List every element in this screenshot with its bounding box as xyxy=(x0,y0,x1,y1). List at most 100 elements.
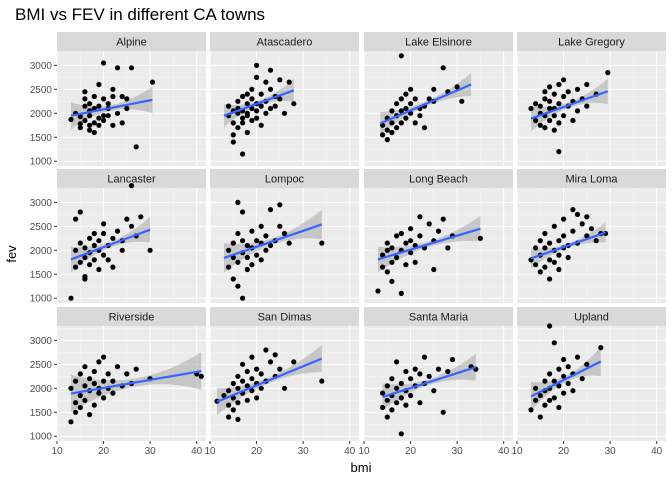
data-point xyxy=(249,86,255,92)
data-point xyxy=(389,129,395,136)
fit-line xyxy=(223,223,323,259)
data-point xyxy=(384,269,390,275)
data-point xyxy=(431,266,437,273)
fit-line xyxy=(223,89,295,117)
data-point xyxy=(82,383,88,389)
facet-panel: Lake Elsinore xyxy=(363,32,513,166)
data-point xyxy=(235,259,241,265)
data-point xyxy=(426,221,432,227)
fit-line xyxy=(379,83,472,125)
data-point xyxy=(398,108,404,114)
data-point xyxy=(537,392,543,399)
data-point xyxy=(551,91,557,97)
data-point xyxy=(435,228,442,234)
data-point xyxy=(380,404,386,411)
data-point xyxy=(384,414,390,420)
fit-line xyxy=(70,369,202,395)
data-point xyxy=(556,383,562,389)
data-point xyxy=(110,390,116,396)
data-point xyxy=(389,278,395,284)
data-point xyxy=(258,223,264,229)
data-point xyxy=(267,67,274,73)
data-point xyxy=(96,266,102,273)
data-point xyxy=(435,366,442,372)
data-point xyxy=(380,132,386,138)
data-point xyxy=(124,371,130,377)
chart-title: BMI vs FEV in different CA towns xyxy=(15,5,266,24)
data-point xyxy=(230,407,236,413)
data-point xyxy=(547,105,553,112)
data-point xyxy=(556,120,562,126)
data-point xyxy=(579,221,585,227)
data-point xyxy=(77,121,83,127)
data-point xyxy=(417,214,423,220)
data-point xyxy=(73,216,79,222)
x-tick-label: 10 xyxy=(204,446,216,457)
data-point xyxy=(570,388,576,394)
data-point xyxy=(91,120,97,126)
data-point xyxy=(445,245,451,251)
data-point xyxy=(561,113,567,119)
data-point xyxy=(240,115,246,121)
facet-strip xyxy=(364,169,513,188)
data-point xyxy=(319,378,325,384)
data-point xyxy=(389,120,395,126)
data-point xyxy=(412,96,418,102)
data-point xyxy=(91,380,97,387)
data-point xyxy=(110,93,116,100)
data-point xyxy=(230,276,236,282)
x-tick-label: 20 xyxy=(405,446,417,457)
data-point xyxy=(384,383,390,389)
facet-panel: Upland xyxy=(516,307,666,441)
data-point xyxy=(565,380,571,387)
data-point xyxy=(384,127,390,133)
y-tick-label: 3000 xyxy=(30,198,53,209)
data-point xyxy=(263,233,269,239)
data-point xyxy=(533,245,539,251)
data-point xyxy=(96,122,102,128)
facet-strip-label: Lancaster xyxy=(107,174,156,186)
facet-strip xyxy=(364,32,513,51)
facet-strip-label: Riverside xyxy=(109,312,155,324)
data-point xyxy=(254,395,260,401)
data-point xyxy=(384,247,390,253)
data-point xyxy=(77,392,83,399)
data-point xyxy=(459,98,465,104)
data-point xyxy=(551,340,557,346)
data-point xyxy=(77,114,83,120)
data-point xyxy=(421,354,428,360)
data-point xyxy=(133,144,139,150)
data-point xyxy=(82,117,88,124)
data-point xyxy=(133,366,139,372)
data-point xyxy=(249,262,255,268)
data-point xyxy=(240,238,246,244)
data-point xyxy=(258,122,264,128)
data-point xyxy=(230,139,236,145)
panel-background xyxy=(210,188,359,303)
data-point xyxy=(445,368,451,375)
data-point xyxy=(556,252,562,258)
data-point xyxy=(230,240,236,246)
data-point xyxy=(114,364,121,370)
facet-panel: Riverside xyxy=(56,307,206,441)
data-point xyxy=(551,223,557,229)
facet-strip xyxy=(57,169,206,188)
data-point xyxy=(570,117,576,124)
data-point xyxy=(221,392,227,399)
data-point xyxy=(394,385,400,391)
data-point xyxy=(226,402,232,408)
data-point xyxy=(286,79,292,85)
data-point xyxy=(277,202,283,208)
data-point xyxy=(230,380,236,387)
data-point xyxy=(258,385,264,391)
data-point xyxy=(96,390,102,396)
data-point xyxy=(68,116,74,123)
data-point xyxy=(417,371,423,377)
data-point xyxy=(398,230,404,237)
data-point xyxy=(384,137,390,143)
data-point xyxy=(398,290,404,296)
facet-panel: Alpine xyxy=(56,32,206,166)
data-point xyxy=(537,103,543,109)
data-point xyxy=(561,93,567,100)
data-point xyxy=(408,376,414,382)
